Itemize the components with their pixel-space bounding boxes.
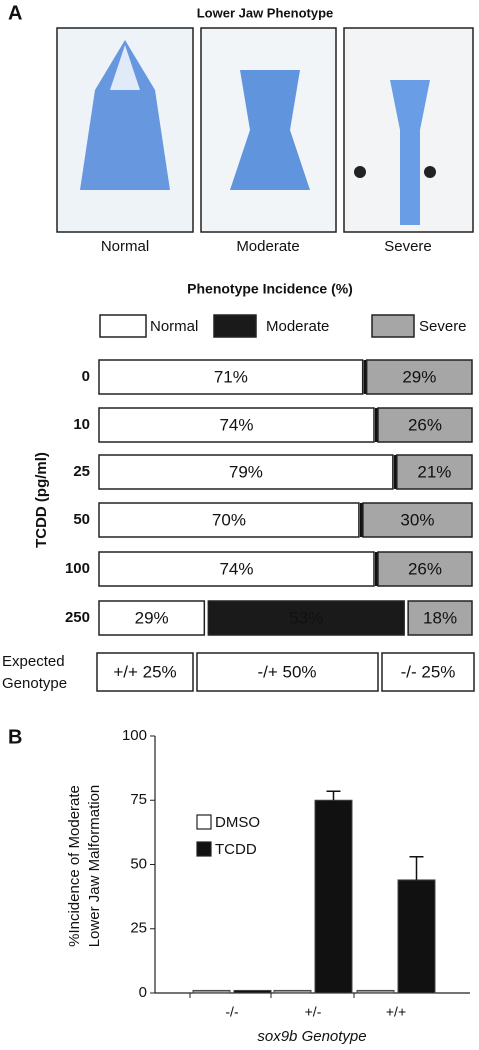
y-tick-label: 50 (73, 511, 90, 528)
legend-label: Severe (419, 318, 467, 335)
legend-label: Normal (150, 318, 198, 335)
bar-segment (365, 359, 473, 395)
genotype-cell (381, 652, 475, 692)
bar (397, 879, 436, 994)
bar-segment (377, 551, 473, 587)
value-label: 26% (408, 415, 442, 434)
photo-caption: Normal (101, 238, 149, 255)
error-bar (326, 790, 341, 801)
value-label: 53% (289, 608, 323, 627)
legend-swatch (371, 314, 415, 338)
genotype-label: Expected (2, 653, 65, 670)
x-tick-label: -/- (225, 1004, 239, 1020)
divider (359, 503, 363, 537)
genotype-text: -/+ 50% (257, 662, 316, 681)
bar-segment (396, 454, 473, 490)
y-tick-label: 25 (130, 920, 147, 937)
error-bar (409, 856, 424, 880)
genotype-text: +/+ 25% (113, 662, 176, 681)
divider (363, 360, 367, 394)
photo-caption: Moderate (236, 238, 299, 255)
y-tick-label: 0 (139, 984, 147, 1001)
x-tick-label: +/+ (386, 1004, 406, 1020)
legend-label: TCDD (215, 841, 257, 858)
genotype-label: Genotype (2, 675, 67, 692)
divider (393, 455, 397, 489)
y-tick-label: 10 (73, 416, 90, 433)
value-label: 74% (219, 415, 253, 434)
x-axis-label: sox9b Genotype (257, 1028, 366, 1045)
legend-swatch (196, 841, 212, 857)
y-axis-label: %Incidence of Moderate (66, 785, 83, 947)
genotype-cell (96, 652, 194, 692)
legend-swatch (99, 314, 147, 338)
photo-title: Lower Jaw Phenotype (197, 5, 334, 20)
bar-segment (377, 407, 473, 443)
legend-swatch (196, 814, 212, 830)
chart-title: Phenotype Incidence (%) (187, 281, 353, 297)
panel-label: B (8, 726, 22, 748)
y-tick-label: 25 (73, 463, 90, 480)
bar (314, 799, 353, 994)
divider (374, 408, 378, 442)
bar-segment (98, 359, 364, 395)
bar (233, 989, 272, 994)
photo (56, 27, 194, 233)
bar-segment (362, 502, 473, 538)
y-axis-label: TCDD (pg/ml) (33, 452, 50, 548)
y-tick-label: 75 (130, 791, 147, 808)
y-tick-label: 100 (122, 727, 147, 744)
divider (374, 552, 378, 586)
photo-caption: Severe (384, 238, 432, 255)
photo (200, 27, 337, 233)
value-label: 70% (212, 510, 246, 529)
bar-segment (98, 502, 360, 538)
value-label: 74% (219, 559, 253, 578)
bar-segment (98, 551, 375, 587)
value-label: 29% (402, 367, 436, 386)
genotype-text: -/- 25% (401, 662, 456, 681)
value-label: 26% (408, 559, 442, 578)
photo (343, 27, 474, 233)
y-tick-label: 100 (65, 560, 90, 577)
y-tick-label: 0 (82, 368, 90, 385)
x-tick-label: +/- (305, 1004, 322, 1020)
bar (192, 989, 231, 994)
y-tick-label: 250 (65, 609, 90, 626)
bar (273, 989, 312, 994)
legend-label: DMSO (215, 814, 260, 831)
value-label: 79% (229, 462, 263, 481)
bar-segment (407, 600, 473, 636)
value-label: 29% (135, 608, 169, 627)
value-label: 18% (423, 608, 457, 627)
bar-segment (98, 600, 206, 636)
legend-swatch (213, 314, 257, 338)
value-label: 21% (417, 462, 451, 481)
y-axis-label: Lower Jaw Malformation (86, 785, 103, 948)
bar-segment (98, 454, 394, 490)
bar-segment (98, 407, 375, 443)
genotype-cell (196, 652, 379, 692)
bar (356, 989, 395, 994)
value-label: 30% (400, 510, 434, 529)
value-label: 71% (214, 367, 248, 386)
bar-segment (207, 600, 405, 636)
y-tick-label: 50 (130, 855, 147, 872)
legend-label: Moderate (266, 318, 329, 335)
panel-label: A (8, 2, 22, 24)
